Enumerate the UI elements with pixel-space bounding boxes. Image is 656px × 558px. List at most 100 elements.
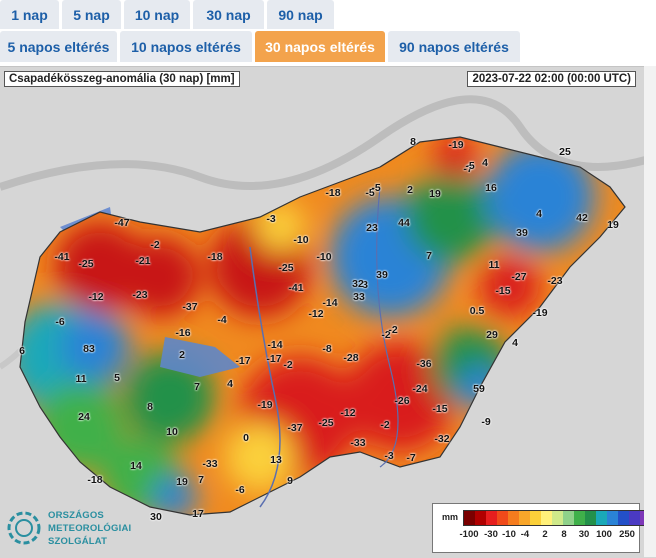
value-label: -33 xyxy=(350,437,366,449)
tab-30-nap[interactable]: 30 nap xyxy=(193,0,264,29)
legend-swatch xyxy=(541,511,552,525)
legend-color-bar xyxy=(463,510,656,526)
value-label: -18 xyxy=(87,474,103,486)
value-label: 8 xyxy=(147,401,153,413)
legend-tick: -4 xyxy=(520,529,530,540)
value-label: -47 xyxy=(114,217,130,229)
value-label: -9 xyxy=(481,416,491,428)
value-label: -24 xyxy=(412,383,428,395)
logo-line-3: SZOLGÁLAT xyxy=(48,536,108,547)
legend-swatch xyxy=(475,511,486,525)
legend-swatch xyxy=(585,511,596,525)
value-label: 30 xyxy=(150,511,162,523)
value-label: -18 xyxy=(325,187,341,199)
value-label: 19 xyxy=(429,188,441,200)
value-label: 9 xyxy=(287,475,293,487)
value-label: 11 xyxy=(488,259,500,271)
value-label: 83 xyxy=(83,343,95,355)
tab-5-nap[interactable]: 5 nap xyxy=(62,0,121,29)
legend-tick: 30 xyxy=(578,529,590,540)
tab-1-nap[interactable]: 1 nap xyxy=(0,0,59,29)
legend-tick: 100 xyxy=(596,529,612,540)
tab-90-nap[interactable]: 90 nap xyxy=(267,0,334,29)
value-label: -19 xyxy=(532,307,548,319)
legend-tick: 2 xyxy=(542,529,548,540)
value-label: 24 xyxy=(78,411,90,423)
legend-swatch xyxy=(607,511,618,525)
value-label: -14 xyxy=(322,297,338,309)
value-label: -25 xyxy=(278,262,294,274)
precipitation-anomaly-map: Csapadékösszeg-anomália (30 nap) [mm] 20… xyxy=(0,66,656,558)
tab-30-napos-elteres[interactable]: 30 napos eltérés xyxy=(255,31,385,62)
value-label: -25 xyxy=(78,258,94,270)
tab-10-nap[interactable]: 10 nap xyxy=(124,0,190,29)
value-label: 13 xyxy=(270,454,282,466)
value-label: 39 xyxy=(376,269,388,281)
value-label: -5 xyxy=(365,187,375,199)
value-label: 4 xyxy=(512,337,518,349)
value-label: 42 xyxy=(576,212,588,224)
legend-swatch xyxy=(563,511,574,525)
scroll-track[interactable] xyxy=(644,66,656,557)
value-label: 29 xyxy=(486,329,498,341)
legend: mm -100 -30 -10 -4 2 8 30 100 250 xyxy=(432,503,656,553)
legend-swatch xyxy=(464,511,475,525)
value-label: -2 xyxy=(388,324,398,336)
value-label: -12 xyxy=(308,308,324,320)
legend-tick: 250 xyxy=(619,529,635,540)
tab-10-napos-elteres[interactable]: 10 napos eltérés xyxy=(120,31,252,62)
value-label: 7 xyxy=(426,250,432,262)
value-label: 25 xyxy=(559,146,571,158)
map-timestamp: 2023-07-22 02:00 (00:00 UTC) xyxy=(467,71,636,87)
value-label: -2 xyxy=(381,329,391,341)
map-base xyxy=(0,67,656,558)
legend-tick: -10 xyxy=(502,529,516,540)
value-label: 17 xyxy=(192,508,204,520)
legend-swatch xyxy=(497,511,508,525)
value-label: -21 xyxy=(135,255,151,267)
value-label: -33 xyxy=(202,458,218,470)
value-label: -4 xyxy=(217,314,227,326)
value-label: 4 xyxy=(482,157,488,169)
tab-90-napos-elteres[interactable]: 90 napos eltérés xyxy=(388,31,520,62)
period-tabs: 1 nap 5 nap 10 nap 30 nap 90 nap xyxy=(0,0,334,29)
value-label: -2 xyxy=(283,359,293,371)
logo-line-1: ORSZÁGOS xyxy=(48,510,104,521)
value-label: -10 xyxy=(293,234,309,246)
logo-line-2: METEOROLÓGIAI xyxy=(48,523,132,534)
value-label: -18 xyxy=(207,251,223,263)
value-label: -17 xyxy=(235,355,251,367)
value-label: 7 xyxy=(198,474,204,486)
value-label: 4 xyxy=(536,208,542,220)
value-label: -3 xyxy=(384,450,394,462)
value-label: -19 xyxy=(448,139,464,151)
value-label: -27 xyxy=(511,271,527,283)
legend-swatch xyxy=(530,511,541,525)
legend-swatch xyxy=(596,511,607,525)
tab-5-napos-elteres[interactable]: 5 napos eltérés xyxy=(0,31,117,62)
anomaly-tabs: 5 napos eltérés 10 napos eltérés 30 napo… xyxy=(0,31,520,62)
value-label: -26 xyxy=(394,395,410,407)
legend-tick: 8 xyxy=(561,529,567,540)
value-label: 16 xyxy=(485,182,497,194)
value-label: -32 xyxy=(434,433,450,445)
legend-tick: -100 xyxy=(459,529,479,540)
value-label: 0 xyxy=(243,432,249,444)
value-label: 14 xyxy=(130,460,142,472)
value-label: -19 xyxy=(257,399,273,411)
value-label: 23 xyxy=(366,222,378,234)
value-label: 2 xyxy=(179,349,185,361)
value-label: -28 xyxy=(343,352,359,364)
omsz-logo: ORSZÁGOS METEOROLÓGIAI SZOLGÁLAT xyxy=(6,506,156,554)
value-label: -5 xyxy=(371,182,381,194)
value-label: -15 xyxy=(495,285,511,297)
value-label: 10 xyxy=(166,426,178,438)
value-label: -23 xyxy=(132,289,148,301)
value-label: 8 xyxy=(410,136,416,148)
value-label: -3 xyxy=(266,213,276,225)
legend-swatch xyxy=(552,511,563,525)
logo-icon xyxy=(7,511,41,545)
map-title: Csapadékösszeg-anomália (30 nap) [mm] xyxy=(4,71,240,87)
value-label: 5 xyxy=(114,372,120,384)
value-label: -36 xyxy=(416,358,432,370)
